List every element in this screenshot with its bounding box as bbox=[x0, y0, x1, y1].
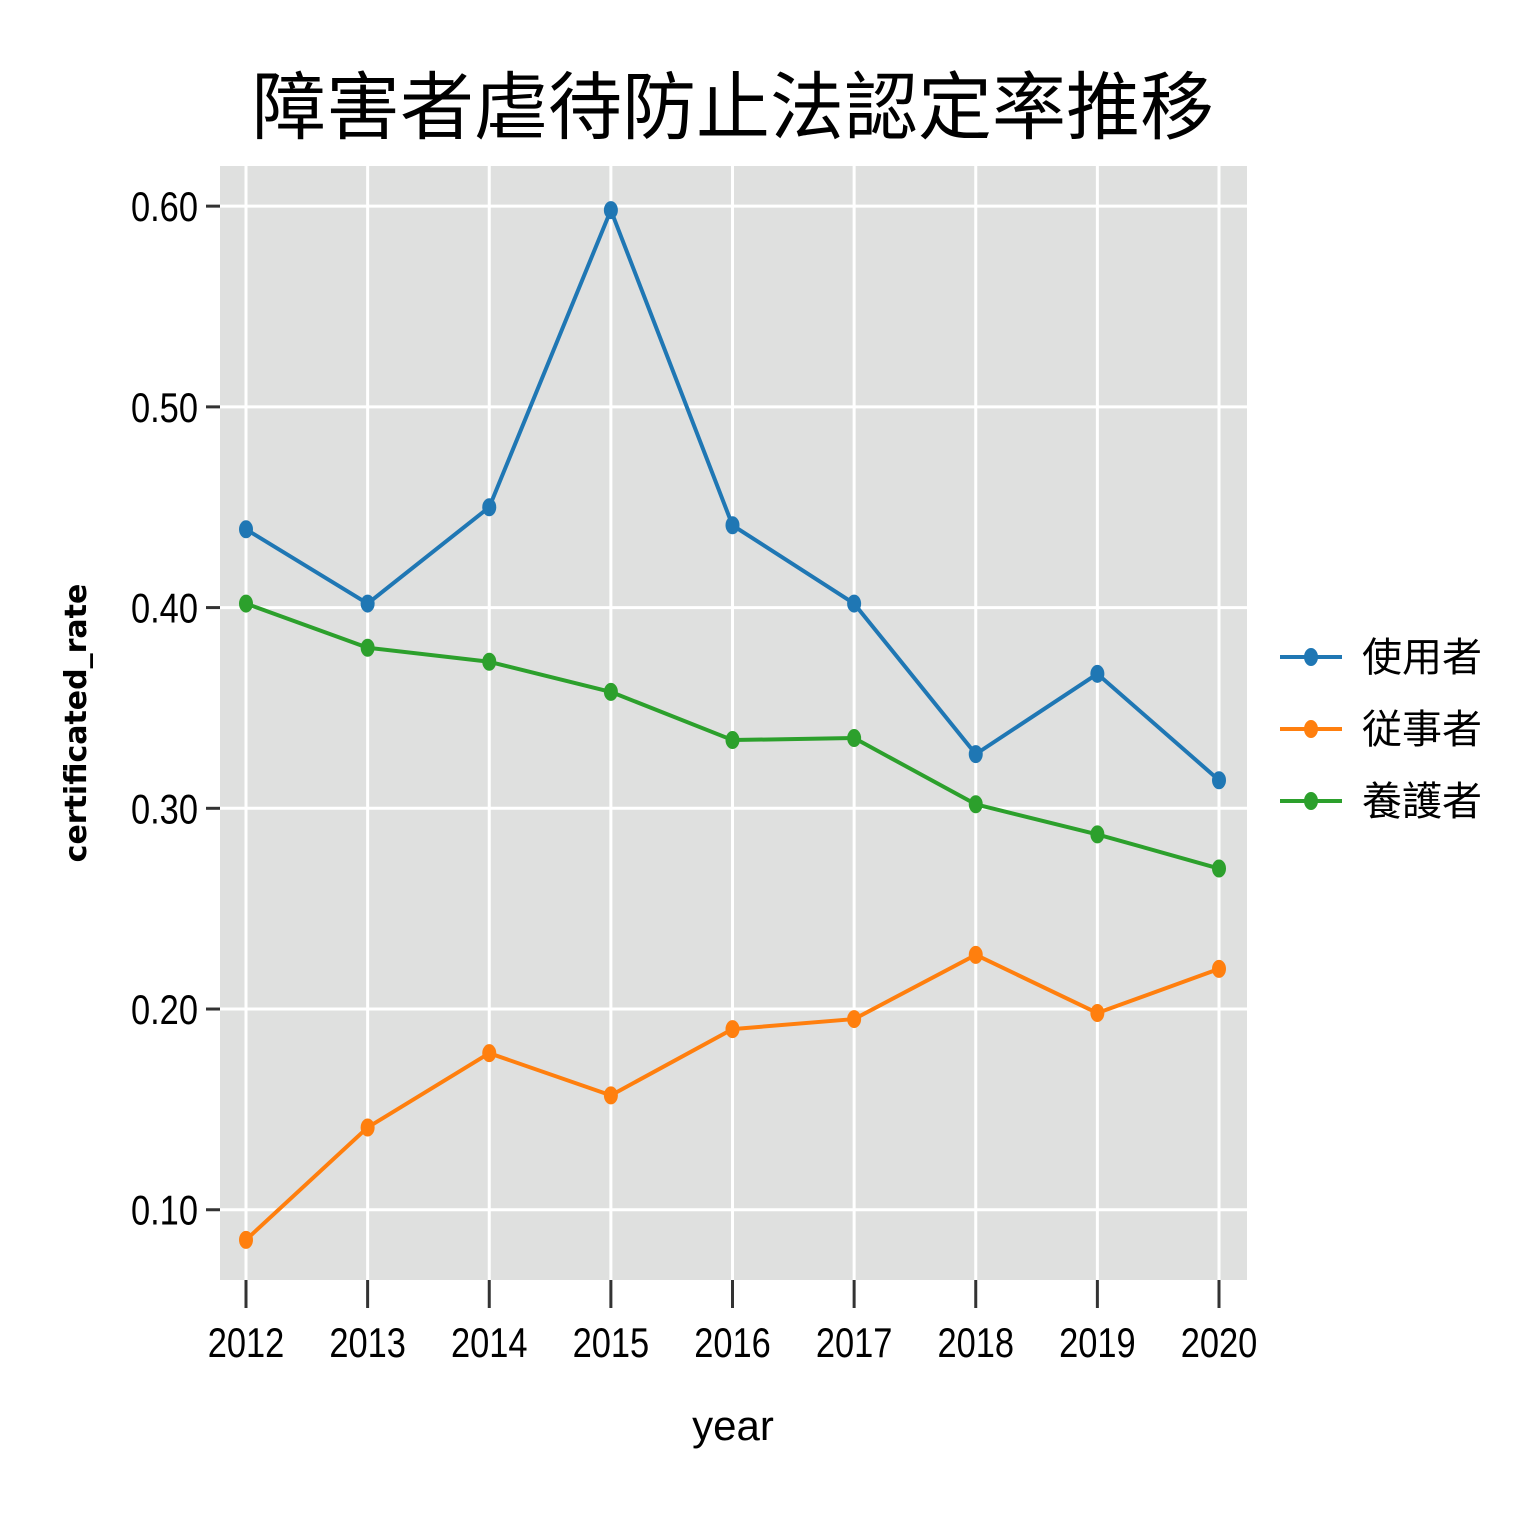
legend-key-point bbox=[1304, 720, 1318, 738]
data-point bbox=[239, 520, 253, 539]
y-tick-label: 0.10 bbox=[131, 1188, 198, 1235]
data-point bbox=[360, 1118, 375, 1137]
x-tick-label: 2012 bbox=[208, 1320, 285, 1367]
data-point bbox=[725, 1020, 740, 1039]
data-point bbox=[239, 594, 253, 613]
data-point bbox=[847, 1010, 862, 1029]
data-point bbox=[725, 731, 740, 750]
data-point bbox=[360, 638, 375, 657]
data-point bbox=[1090, 664, 1105, 683]
y-tick-label: 0.40 bbox=[131, 585, 198, 632]
x-tick-label: 2018 bbox=[937, 1320, 1014, 1367]
y-tick-label: 0.30 bbox=[131, 786, 198, 833]
x-tick-label: 2020 bbox=[1181, 1320, 1258, 1367]
series-lines bbox=[239, 201, 1226, 1249]
legend-key-point bbox=[1304, 648, 1318, 666]
data-point bbox=[603, 201, 618, 220]
data-point bbox=[482, 1044, 497, 1063]
data-point bbox=[482, 498, 497, 517]
data-point bbox=[482, 652, 497, 671]
legend-label: 使用者 bbox=[1362, 635, 1482, 681]
y-tick-label: 0.20 bbox=[131, 987, 198, 1034]
x-tick-label: 2013 bbox=[329, 1320, 406, 1367]
data-point bbox=[603, 682, 618, 701]
data-point bbox=[239, 1230, 253, 1249]
legend-label: 養護者 bbox=[1362, 779, 1482, 825]
x-tick-label: 2016 bbox=[694, 1320, 771, 1367]
axis-ticks: 0.10 0.20 0.30 0.40 0.50 0.60 2012 2013 2014 2015… bbox=[131, 184, 1257, 1367]
y-tick-label: 0.50 bbox=[131, 385, 198, 432]
x-tick-label: 2014 bbox=[451, 1320, 528, 1367]
data-point bbox=[847, 729, 862, 748]
data-point bbox=[968, 945, 983, 964]
data-point bbox=[1090, 1004, 1105, 1023]
data-point bbox=[1090, 825, 1105, 844]
y-tick-label: 0.60 bbox=[131, 184, 198, 231]
x-tick-label: 2019 bbox=[1059, 1320, 1136, 1367]
data-point bbox=[1212, 859, 1226, 878]
data-point bbox=[847, 594, 862, 613]
x-tick-label: 2015 bbox=[573, 1320, 650, 1367]
data-point bbox=[968, 795, 983, 814]
data-point bbox=[725, 516, 740, 535]
data-point bbox=[360, 594, 375, 613]
x-axis-title: year bbox=[692, 1402, 774, 1449]
x-tick-label: 2017 bbox=[816, 1320, 893, 1367]
data-point bbox=[1212, 771, 1226, 790]
data-point bbox=[968, 745, 983, 764]
data-point bbox=[603, 1086, 618, 1105]
legend-label: 従事者 bbox=[1362, 707, 1482, 753]
chart-title: 障害者虐待防止法認定率推移 bbox=[252, 65, 1214, 151]
legend-key-point bbox=[1304, 792, 1318, 810]
data-point bbox=[1212, 959, 1226, 978]
y-axis-title: certificated_rate bbox=[59, 584, 94, 863]
